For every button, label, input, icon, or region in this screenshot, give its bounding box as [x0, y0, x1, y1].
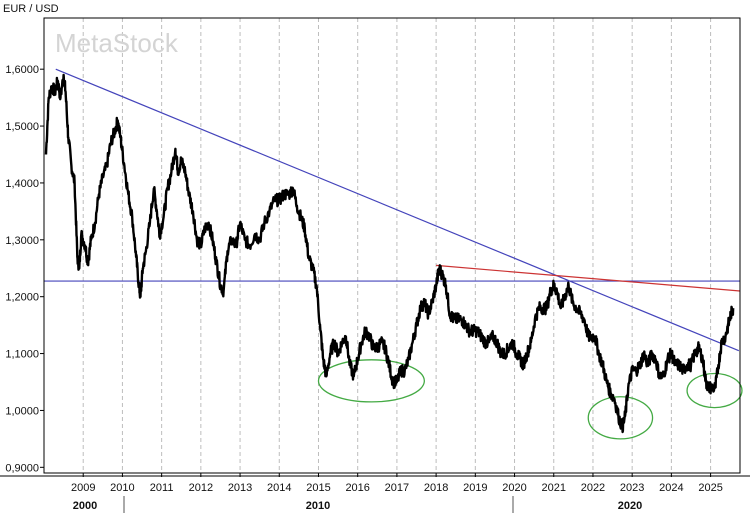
x-tick-label: 2024 [659, 482, 683, 494]
x-tick-label: 2025 [698, 482, 722, 494]
price-series-line-0 [44, 73, 735, 434]
decade-label: 2010 [306, 500, 330, 512]
y-tick-label: 1,5000 [5, 121, 39, 133]
x-tick-label: 2019 [463, 482, 487, 494]
x-tick-label: 2013 [228, 482, 252, 494]
y-tick-label: 1,2000 [5, 292, 39, 304]
x-tick-label: 2021 [542, 482, 566, 494]
x-tick-label: 2015 [306, 482, 330, 494]
x-tick-label: 2009 [71, 482, 95, 494]
x-tick-label: 2011 [150, 482, 174, 494]
y-tick-label: 1,4000 [5, 178, 39, 190]
x-tick-label: 2012 [189, 482, 213, 494]
annotation-layer [44, 68, 743, 440]
y-axis: 0,9000 1,0000 1,1000 1,2000 1,3000 1,4000 1,50… [5, 64, 44, 474]
y-tick-label: 1,6000 [5, 64, 39, 76]
price-series-layer [44, 73, 735, 434]
decade-label: 2020 [618, 500, 642, 512]
green-circle-2025 [686, 372, 743, 409]
x-tick-label: 2016 [345, 482, 369, 494]
y-tick-label: 1,1000 [5, 349, 39, 361]
y-tick-label: 1,0000 [5, 405, 39, 417]
x-tick-label: 2010 [110, 482, 134, 494]
watermark-text: MetaStock [55, 28, 179, 58]
green-circle-2022-2023 [587, 396, 654, 440]
decade-label: 2000 [73, 500, 97, 512]
x-tick-label: 2018 [424, 482, 448, 494]
x-tick-label: 2020 [502, 482, 526, 494]
green-circle-2015-2017 [317, 359, 425, 403]
descending-trendline [55, 68, 740, 352]
plot-frame [43, 17, 741, 474]
chart-title: EUR / USD [3, 3, 59, 15]
x-tick-label: 2014 [267, 482, 291, 494]
red-trendline [436, 264, 741, 292]
x-tick-label: 2023 [620, 482, 644, 494]
x-tick-label: 2022 [581, 482, 605, 494]
y-tick-label: 1,3000 [5, 235, 39, 247]
y-tick-label: 0,9000 [5, 462, 39, 474]
x-tick-label: 2017 [385, 482, 409, 494]
x-axis: 2009 2010 2011 2012 2013 2014 2015 2016 2017 2018… [71, 473, 723, 513]
